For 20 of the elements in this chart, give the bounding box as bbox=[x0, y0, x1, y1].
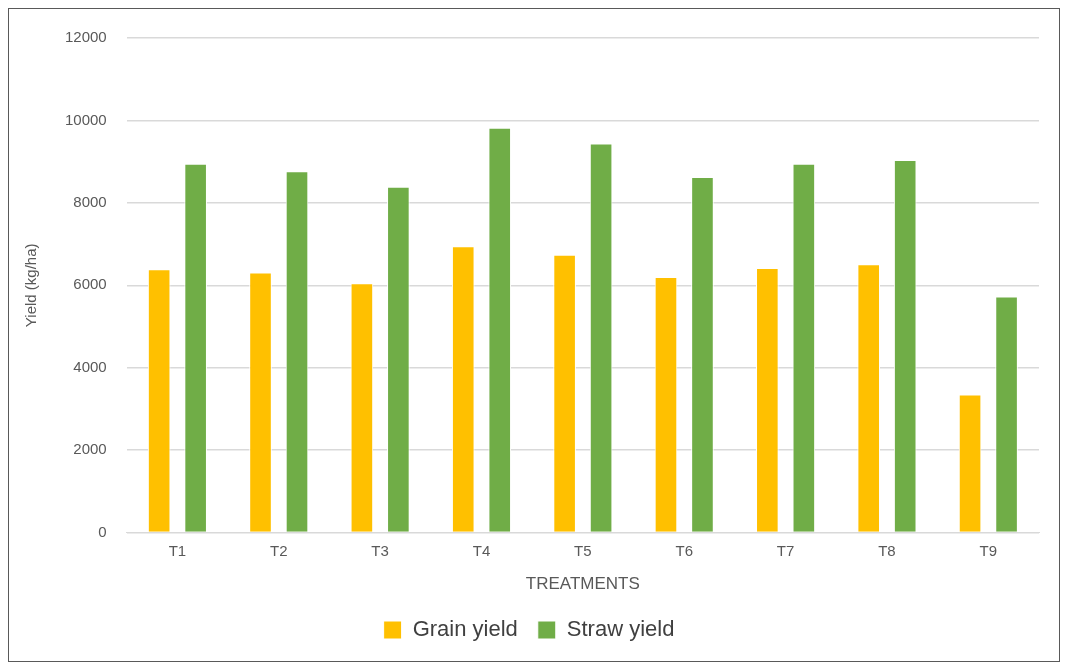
y-tick-label: 6000 bbox=[73, 275, 107, 293]
y-axis-title: Yield (kg/ha) bbox=[22, 243, 40, 328]
y-tick-label: 4000 bbox=[73, 357, 107, 375]
x-tick-label: T5 bbox=[574, 541, 592, 559]
y-tick-label: 2000 bbox=[73, 440, 107, 458]
x-tick-label: T1 bbox=[168, 541, 187, 559]
x-tick-label: T3 bbox=[371, 541, 389, 559]
x-tick-label: T9 bbox=[979, 541, 998, 559]
y-tick-label: 12000 bbox=[64, 28, 107, 46]
y-tick-label: 10000 bbox=[64, 110, 107, 128]
y-tick-label: 0 bbox=[98, 522, 107, 540]
legend-label: Straw yield bbox=[566, 616, 675, 642]
x-tick-label: T2 bbox=[270, 541, 288, 559]
y-tick-label: 8000 bbox=[73, 193, 107, 211]
x-axis-title: TREATMENTS bbox=[525, 574, 640, 594]
x-tick-label: T7 bbox=[776, 541, 795, 559]
legend-label: Grain yield bbox=[412, 616, 518, 642]
x-tick-label: T6 bbox=[675, 541, 693, 559]
x-tick-label: T8 bbox=[878, 541, 896, 559]
x-tick-label: T4 bbox=[472, 541, 491, 559]
